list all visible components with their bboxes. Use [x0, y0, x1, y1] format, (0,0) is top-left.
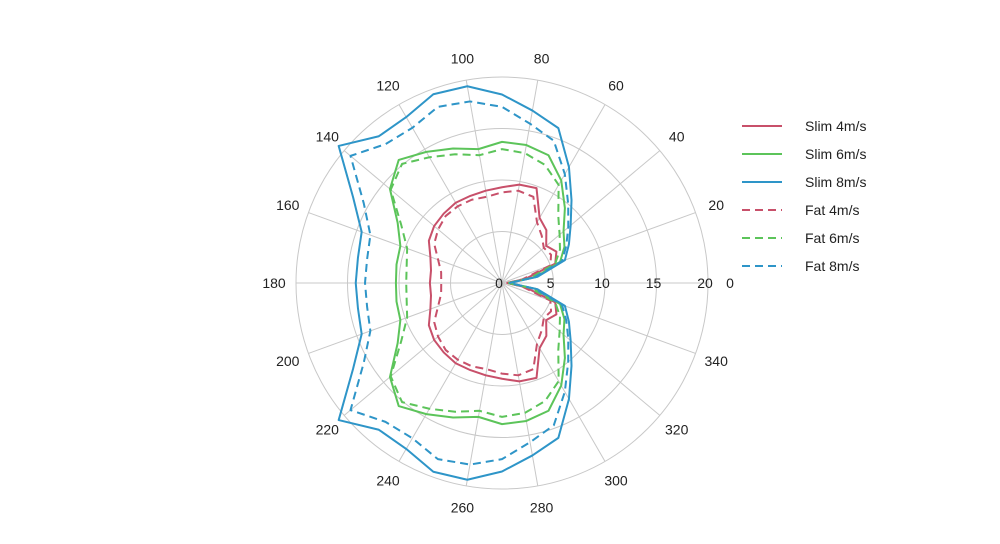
radial-tick-label: 0	[495, 275, 503, 291]
legend-label-5: Fat 6m/s	[805, 230, 859, 246]
radial-tick-label: 15	[646, 275, 662, 291]
series-line-4	[433, 189, 553, 377]
angular-gridline-140	[343, 150, 503, 284]
legend-label-6: Fat 8m/s	[805, 258, 859, 274]
angular-gridline-80	[501, 80, 539, 284]
angular-gridline-160	[308, 212, 503, 284]
series-line-2	[388, 140, 566, 426]
angle-tick-label: 220	[316, 422, 340, 438]
angle-tick-label: 140	[316, 128, 340, 144]
series-line-1	[427, 183, 558, 383]
angular-gridline-320	[501, 282, 661, 416]
series-lines	[337, 85, 573, 481]
series-line-5	[389, 148, 561, 418]
legend-label-2: Slim 6m/s	[805, 146, 866, 162]
legend: Slim 4m/s Slim 6m/s Slim 8m/s Fat 4m/s Fat 6…	[742, 118, 866, 274]
angular-gridline-60	[501, 104, 606, 284]
angle-tick-label: 260	[451, 500, 475, 516]
series-line-3	[337, 85, 573, 481]
angle-tick-label: 300	[604, 473, 628, 489]
angle-tick-label: 20	[708, 197, 724, 213]
angle-tick-label: 240	[376, 473, 400, 489]
angular-gridline-120	[398, 104, 503, 284]
angular-gridline-20	[501, 212, 696, 284]
angle-tick-label: 40	[669, 128, 685, 144]
angle-tick-label: 280	[530, 500, 554, 516]
angle-tick-label: 180	[262, 275, 286, 291]
angle-tick-label: 100	[451, 51, 475, 67]
legend-label-3: Slim 8m/s	[805, 174, 866, 190]
angle-tick-label: 80	[534, 51, 550, 67]
angle-tick-label: 160	[276, 197, 300, 213]
angle-tick-label: 340	[705, 353, 729, 369]
angular-gridline-340	[501, 282, 696, 354]
angular-gridline-240	[398, 282, 503, 462]
radial-tick-label: 20	[697, 275, 713, 291]
angular-gridline-100	[465, 80, 503, 284]
legend-label-4: Fat 4m/s	[805, 202, 859, 218]
series-line-6	[349, 100, 570, 466]
angular-gridline-280	[501, 282, 539, 486]
angular-gridline-300	[501, 282, 606, 462]
polar-grid	[295, 76, 709, 490]
angle-tick-label: 0	[726, 275, 734, 291]
angle-tick-label: 320	[665, 422, 689, 438]
radial-tick-label: 10	[594, 275, 610, 291]
angular-gridline-220	[343, 282, 503, 416]
angle-tick-label: 200	[276, 353, 300, 369]
angular-gridline-40	[501, 150, 661, 284]
legend-label-1: Slim 4m/s	[805, 118, 866, 134]
angular-gridline-200	[308, 282, 503, 354]
radial-tick-label: 5	[547, 275, 555, 291]
angular-gridline-260	[465, 282, 503, 486]
angle-tick-label: 60	[608, 78, 624, 94]
angle-tick-label: 120	[376, 78, 400, 94]
